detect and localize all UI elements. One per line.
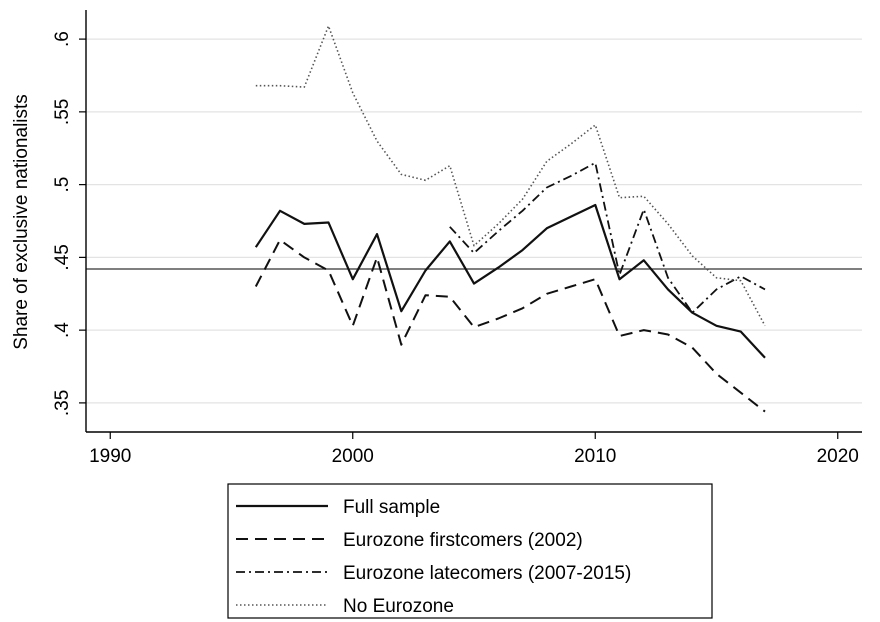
y-axis-label: Share of exclusive nationalists — [11, 94, 32, 350]
legend-label: No Eurozone — [343, 596, 454, 617]
series-line-2 — [254, 238, 766, 413]
legend: Full sample Eurozone firstcomers (2002) Eu… — [227, 483, 713, 619]
x-tick-label: 2020 — [817, 446, 859, 467]
x-tick-label: 2000 — [332, 446, 374, 467]
y-tick-label: .55 — [52, 99, 73, 125]
legend-label: Full sample — [343, 497, 440, 518]
y-tick-label: .35 — [52, 390, 73, 416]
series-lines — [254, 25, 766, 413]
series-line-1 — [254, 203, 766, 359]
y-tick-label: .6 — [52, 31, 73, 47]
legend-label: Eurozone firstcomers (2002) — [343, 530, 583, 551]
y-tick-label: .45 — [52, 244, 73, 270]
x-tick-label: 1990 — [89, 446, 131, 467]
series-line-3 — [449, 161, 766, 314]
legend-box — [227, 483, 713, 619]
series-line-4 — [255, 25, 766, 327]
x-tick-label: 2010 — [574, 446, 616, 467]
axes: .35 .4 .45 .5 .55 .6 1990 2000 2010 2020 — [52, 10, 862, 467]
y-tick-label: .5 — [52, 177, 73, 193]
y-tick-label: .4 — [52, 322, 73, 338]
legend-label: Eurozone latecomers (2007-2015) — [343, 563, 631, 584]
gridlines — [86, 38, 862, 404]
